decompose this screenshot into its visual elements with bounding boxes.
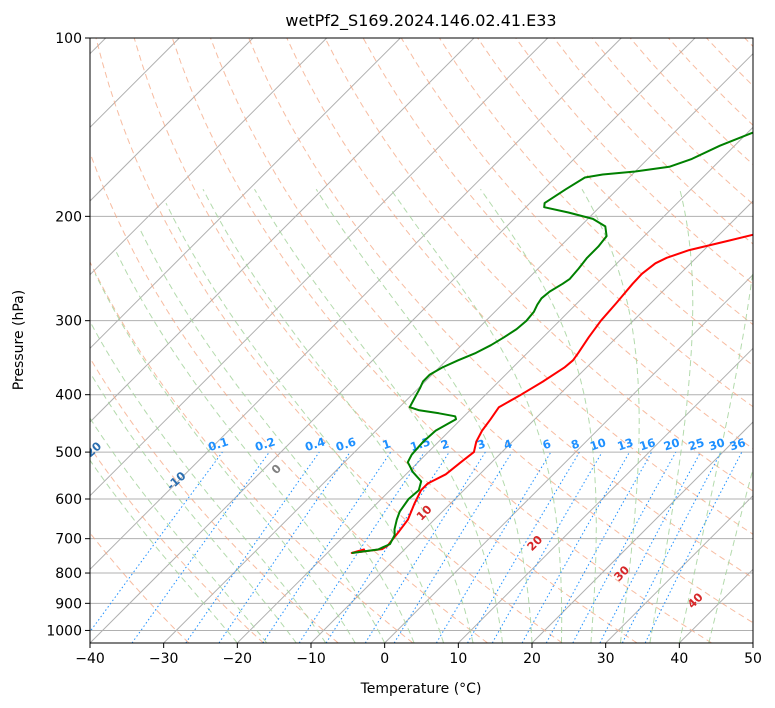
moist-adiabat-line	[139, 228, 415, 643]
mixing-ratio-label: 30	[707, 435, 727, 453]
background-lines	[90, 38, 753, 643]
dry-adiabat-line	[133, 38, 638, 643]
isotherm-line	[90, 38, 622, 571]
dewpoint-trace	[351, 131, 753, 554]
isotherm-line	[90, 38, 328, 276]
isotherm-line	[90, 38, 696, 643]
x-tick-label: 40	[670, 651, 688, 667]
mixing-ratio-label: 0.4	[303, 434, 327, 454]
mixing-ratio-line	[185, 451, 320, 643]
moist-adiabat-line	[90, 417, 268, 643]
x-tick-label: 30	[597, 651, 615, 667]
mixing-ratio-label: 0.6	[334, 434, 358, 454]
mixing-ratio-line	[644, 451, 743, 643]
isotherm-line	[90, 38, 549, 497]
mixing-ratio-label: 4	[502, 436, 514, 452]
moist-adiabat-line	[708, 467, 753, 643]
isotherm-line	[90, 38, 475, 423]
mixing-ratio-line	[572, 451, 677, 643]
mixing-ratio-label: 8	[569, 436, 581, 452]
mixing-ratio-line	[393, 451, 513, 643]
dry-adiabat-line	[95, 38, 563, 643]
y-tick-label: 900	[55, 596, 82, 612]
moist-adiabat-line	[315, 188, 533, 643]
moist-adiabat-line	[254, 188, 503, 643]
moist-adiabat-line	[202, 188, 474, 643]
x-axis-title: Temperature (°C)	[360, 681, 482, 697]
moist-adiabat-line	[678, 266, 753, 643]
mixing-ratio-line	[545, 451, 653, 643]
mixing-ratio-label: 16	[638, 435, 658, 453]
x-tick-label: −40	[75, 651, 105, 667]
temperature-trace	[350, 233, 753, 554]
isotherm-line	[163, 52, 753, 643]
x-tick-label: 0	[380, 651, 389, 667]
x-tick-label: −30	[149, 651, 179, 667]
dry-adiabat-line	[286, 38, 753, 535]
isotherm-line	[90, 38, 401, 350]
isotherm-line	[236, 126, 753, 643]
y-tick-label: 800	[55, 566, 82, 582]
y-tick-label: 400	[55, 388, 82, 404]
mixing-ratio-line	[218, 451, 351, 643]
axes: −40 −30 −20 −10 0 10 20 30 40 5010020030040050060…	[46, 31, 762, 667]
dry-adiabat-line	[515, 38, 753, 285]
mixing-ratio-label: 0.2	[253, 434, 277, 454]
moist-adiabat-line	[90, 459, 238, 643]
isotherm-line	[90, 38, 254, 202]
y-tick-label: 600	[55, 492, 82, 508]
moist-adiabat-line	[115, 252, 386, 643]
dry-adiabat-line	[171, 38, 712, 643]
dry-adiabat-line	[90, 446, 264, 643]
mixing-ratio-label: 3	[475, 436, 487, 452]
dry-adiabat-line	[248, 38, 753, 579]
mixing-ratio-label: 25	[687, 435, 707, 453]
moist-adiabat-line	[90, 371, 297, 643]
y-tick-label: 700	[55, 532, 82, 548]
y-tick-label: 100	[55, 31, 82, 47]
dry-adiabat-line	[90, 357, 339, 643]
mixing-ratio-line	[90, 451, 223, 633]
isotherm-line	[384, 273, 753, 643]
moist-adiabat-line	[480, 188, 597, 643]
mixing-ratio-label: 36	[728, 435, 748, 453]
moist-adiabat-line	[90, 320, 327, 643]
moist-adiabat-line	[649, 189, 694, 643]
y-tick-label: 200	[55, 209, 82, 225]
mixing-ratio-label: 13	[615, 435, 635, 453]
isotherm-line	[605, 494, 753, 643]
plot-frame	[89, 37, 754, 644]
mixing-ratio-line	[325, 451, 450, 643]
isotherm-line	[531, 421, 753, 643]
x-tick-label: 10	[449, 651, 467, 667]
x-tick-label: 50	[744, 651, 762, 667]
mixing-ratio-label: 1	[380, 436, 392, 452]
mixing-ratio-line	[521, 451, 630, 643]
mixing-ratio-label: 6	[541, 436, 553, 452]
moist-adiabat-line	[581, 188, 640, 643]
chart-title: wetPf2_S169.2024.146.02.41.E33	[285, 11, 556, 31]
mixing-ratio-line	[131, 451, 270, 643]
mixing-ratio-label: 10	[588, 435, 608, 453]
dry-adiabat-line	[210, 38, 753, 624]
y-tick-label: 1000	[46, 623, 82, 639]
profile-traces	[350, 131, 753, 554]
moist-adiabat-line	[165, 202, 445, 643]
mixing-ratio-line	[298, 451, 425, 643]
x-tick-label: −20	[223, 651, 253, 667]
y-tick-label: 500	[55, 445, 82, 461]
y-tick-label: 300	[55, 314, 82, 330]
mixing-ratio-line	[262, 451, 392, 643]
x-tick-label: 20	[523, 651, 541, 667]
y-axis-title: Pressure (hPa)	[11, 290, 27, 390]
mixing-ratio-label: 2	[439, 436, 451, 452]
x-tick-label: −10	[296, 651, 326, 667]
mixing-ratio-label: 20	[662, 435, 682, 453]
dry-adiabat-line	[90, 260, 414, 643]
mixing-ratio-label: 0.1	[206, 434, 230, 454]
moist-adiabat-line	[94, 273, 356, 643]
